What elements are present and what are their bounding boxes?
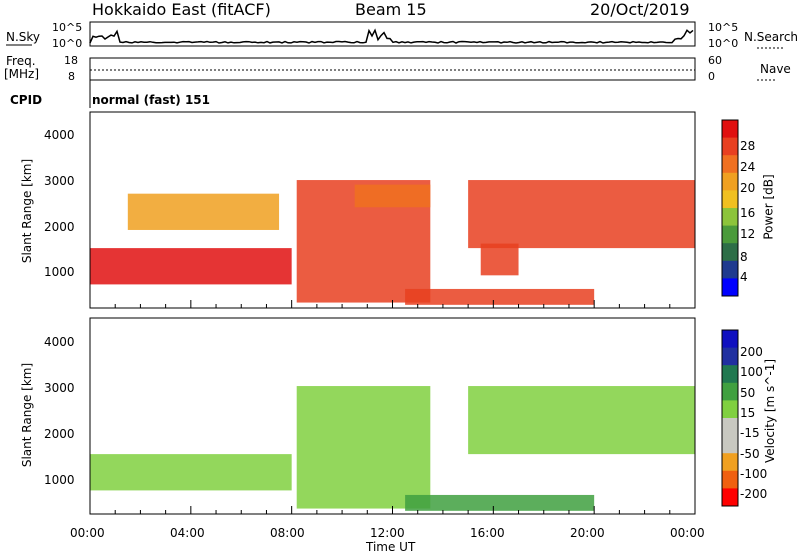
heatmap-band <box>355 185 431 208</box>
colorbar-segment <box>722 488 738 506</box>
colorbar-segment <box>722 173 738 191</box>
heatmap-band <box>297 386 431 509</box>
colorbar-segment <box>722 418 738 436</box>
heatmap-band <box>405 495 594 511</box>
power-heatmap <box>90 180 695 305</box>
colorbar-segment <box>722 226 738 244</box>
heatmap-band <box>468 386 695 454</box>
colorbar-segment <box>722 278 738 296</box>
colorbar-segment <box>722 348 738 366</box>
heatmap-band <box>405 289 594 305</box>
colorbar-segment <box>722 261 738 279</box>
colorbar-segment <box>722 365 738 383</box>
heatmap-band <box>90 454 292 490</box>
colorbar-segment <box>722 330 738 348</box>
velocity-colorbar <box>722 330 738 507</box>
colorbar-segment <box>722 383 738 401</box>
colorbar-segment <box>722 155 738 173</box>
heatmap-band <box>481 244 519 276</box>
velocity-heatmap <box>90 386 695 511</box>
colorbar-segment <box>722 120 738 138</box>
fitacf-plot <box>0 0 800 554</box>
colorbar-segment <box>722 436 738 454</box>
heatmap-band <box>90 248 292 284</box>
colorbar-segment <box>722 453 738 471</box>
freq-strip-frame <box>90 58 695 80</box>
noise-trace <box>90 30 693 43</box>
power-colorbar <box>722 120 738 297</box>
colorbar-segment <box>722 208 738 226</box>
colorbar-segment <box>722 138 738 156</box>
heatmap-band <box>468 180 695 248</box>
colorbar-segment <box>722 190 738 208</box>
colorbar-segment <box>722 400 738 418</box>
colorbar-segment <box>722 243 738 261</box>
colorbar-segment <box>722 471 738 489</box>
heatmap-band <box>128 194 279 230</box>
